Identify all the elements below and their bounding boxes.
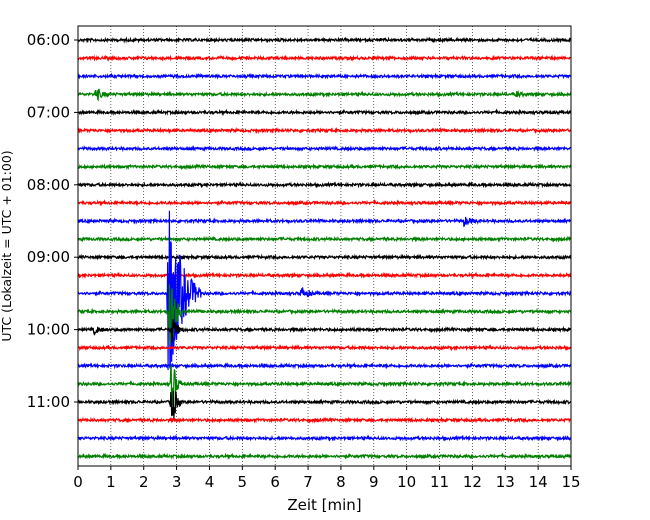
x-tick-label: 8 — [336, 473, 346, 491]
trace-6-11 — [77, 235, 572, 243]
x-tick-label: 9 — [369, 473, 379, 491]
grid — [110, 26, 539, 466]
y-tick-label: 09:00 — [27, 248, 70, 266]
trace-6-16 — [77, 319, 572, 342]
trace-6-8 — [77, 181, 572, 189]
x-tick-label: 3 — [172, 473, 182, 491]
trace-6-10 — [77, 216, 572, 228]
x-tick-label: 10 — [397, 473, 416, 491]
x-tick-label: 14 — [529, 473, 548, 491]
trace-6-9 — [77, 198, 572, 207]
x-axis-label: Zeit [min] — [287, 496, 361, 514]
trace-6-13 — [77, 271, 572, 279]
x-tick-label: 6 — [270, 473, 280, 491]
y-tick-label: 08:00 — [27, 176, 70, 194]
y-tick-label: 11:00 — [27, 393, 70, 411]
y-tick-label: 07:00 — [27, 103, 70, 121]
trace-6-6 — [77, 144, 572, 153]
y-axis: 06:00 07:00 08:00 09:00 10:00 11:00 — [27, 31, 78, 411]
x-tick-label: 12 — [463, 473, 482, 491]
plot-frame — [77, 25, 572, 467]
y-axis-label: UTC (Lokalzeit = UTC + 01:00) — [0, 150, 14, 341]
trace-6-21 — [77, 416, 572, 424]
trace-6-20 — [77, 390, 572, 419]
x-tick-label: 4 — [205, 473, 215, 491]
x-tick-label: 13 — [496, 473, 515, 491]
trace-6-5 — [77, 126, 572, 135]
trace-6-4 — [77, 108, 572, 117]
trace-6-22 — [77, 434, 572, 442]
trace-6-2 — [77, 72, 572, 80]
x-axis: 0 1 2 3 4 5 6 7 8 9 10 11 12 13 14 15 — [73, 466, 581, 491]
trace-6-3 — [77, 88, 572, 102]
x-tick-label: 5 — [238, 473, 248, 491]
x-tick-label: 0 — [73, 473, 83, 491]
trace-6-18 — [77, 361, 572, 370]
trace-6-7 — [77, 162, 572, 171]
traces — [77, 36, 572, 460]
y-tick-label: 06:00 — [27, 31, 70, 49]
y-tick-label: 10:00 — [27, 321, 70, 339]
trace-6-12 — [77, 253, 572, 261]
trace-6-17 — [77, 343, 572, 352]
trace-6-1 — [77, 54, 572, 62]
trace-6-19 — [77, 365, 572, 417]
trace-6-14 — [77, 210, 572, 370]
x-tick-label: 15 — [561, 473, 580, 491]
trace-6-23 — [77, 452, 572, 460]
x-tick-label: 1 — [106, 473, 116, 491]
trace-6-15 — [77, 284, 572, 346]
x-tick-label: 7 — [303, 473, 313, 491]
x-tick-label: 2 — [139, 473, 149, 491]
x-tick-label: 11 — [430, 473, 449, 491]
trace-6-0 — [77, 36, 572, 44]
